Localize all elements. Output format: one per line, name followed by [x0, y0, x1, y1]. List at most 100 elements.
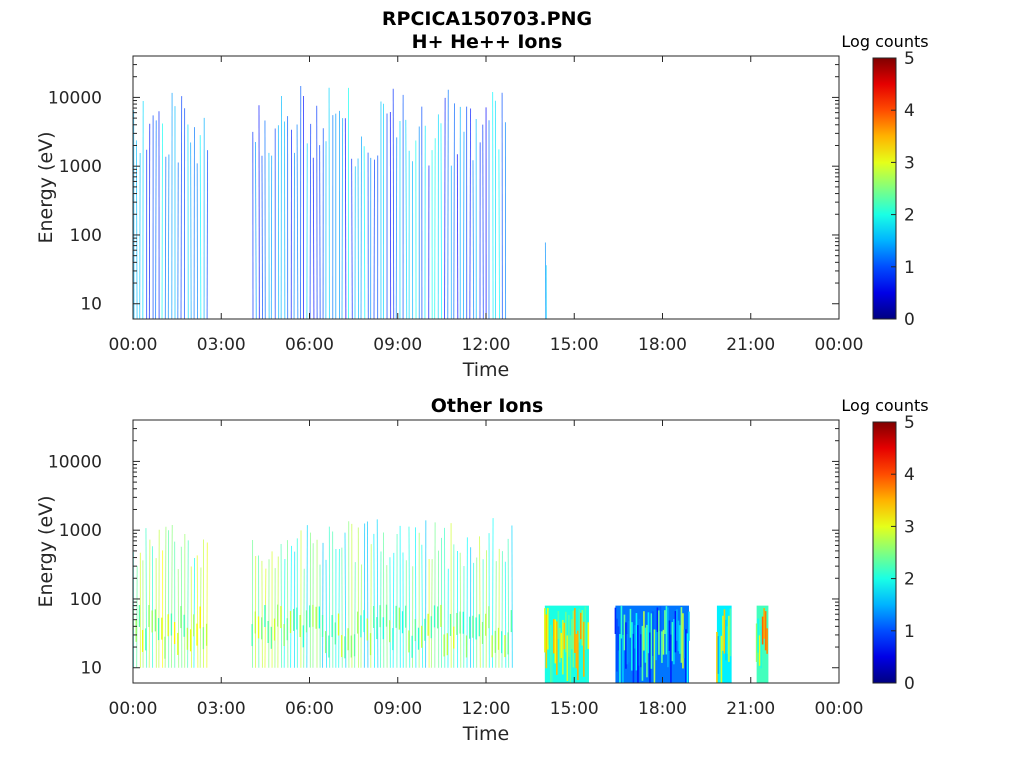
count-stroke: [479, 536, 481, 668]
colorbar-tick-label: 4: [904, 101, 915, 121]
x-tick-label: 12:00: [462, 699, 511, 719]
spectrogram: [133, 85, 547, 319]
count-stroke: [164, 156, 167, 319]
colorbar-scale: [872, 57, 897, 320]
colorbar-tick-label: 5: [904, 413, 915, 433]
count-stroke: [309, 123, 312, 319]
count-stroke: [196, 555, 199, 668]
y-tick-label: 10: [80, 659, 102, 679]
colorbar-tick-label: 1: [904, 258, 915, 278]
count-stroke: [167, 154, 170, 319]
colorbar-label: Log counts: [841, 32, 928, 51]
colorbar: Log counts 0 1 2 3 4 5: [841, 396, 928, 694]
x-tick-label: 09:00: [373, 699, 422, 719]
count-stroke: [254, 141, 257, 319]
count-stroke: [421, 544, 424, 668]
x-axis-label: Time: [462, 723, 510, 745]
x-tick-label: 21:00: [726, 335, 775, 355]
colorbar-label: Log counts: [841, 396, 928, 415]
colorbar-tick-label: 2: [904, 570, 915, 590]
count-stroke: [199, 135, 202, 319]
x-tick-label: 15:00: [550, 335, 599, 355]
x-tick-label: 03:00: [197, 335, 246, 355]
y-tick-label: 10: [80, 295, 102, 315]
x-tick-label: 00:00: [815, 335, 864, 355]
x-axis-label: Time: [462, 359, 510, 381]
colorbar-tick-label: 2: [904, 206, 915, 226]
count-stroke: [430, 559, 433, 668]
x-tick-label: 18:00: [638, 699, 687, 719]
x-tick-label: 18:00: [638, 335, 687, 355]
panel-2: 00:00 03:00 06:00 09:00 12:00 15:00 18:00 21:00…: [35, 395, 929, 745]
segment-2: [252, 85, 507, 319]
count-stroke: [338, 549, 340, 668]
x-tick-label: 00:00: [109, 335, 158, 355]
count-stroke: [180, 96, 183, 319]
count-stroke: [498, 149, 500, 319]
count-stroke: [363, 146, 366, 319]
x-tick-label: 12:00: [462, 335, 511, 355]
count-stroke: [325, 559, 328, 668]
segment-2: [251, 518, 513, 668]
count-stroke: [261, 155, 263, 319]
count-stroke: [459, 552, 462, 668]
count-stroke: [303, 568, 305, 668]
count-stroke: [440, 123, 443, 319]
count-stroke: [206, 150, 209, 319]
colorbar-tick-label: 0: [904, 674, 915, 694]
segment-1: [133, 92, 209, 319]
count-stroke: [373, 533, 375, 668]
count-stroke: [145, 528, 148, 668]
colorbar-tick-label: 4: [904, 465, 915, 485]
count-stroke: [155, 120, 157, 319]
y-tick-label: 1000: [59, 157, 102, 177]
count-stroke: [312, 157, 315, 319]
x-tick-label: 06:00: [285, 699, 334, 719]
count-stroke: [453, 103, 455, 319]
segment-4: [614, 605, 690, 683]
colorbar-tick-label: 3: [904, 153, 915, 173]
count-stroke: [376, 519, 379, 668]
count-stroke: [344, 532, 347, 668]
count-stroke: [408, 526, 411, 668]
segment-3: [544, 605, 590, 683]
count-stroke: [392, 88, 395, 319]
panel-1: 00:00 03:00 06:00 09:00 12:00 15:00 18:00 21:00…: [35, 31, 929, 381]
count-stroke: [341, 118, 344, 319]
colorbar-tick-label: 0: [904, 310, 915, 330]
count-stroke: [405, 119, 408, 319]
count-stroke: [344, 118, 347, 319]
count-stroke: [296, 124, 299, 319]
y-tick-label: 1000: [59, 521, 102, 541]
count-stroke: [135, 140, 138, 319]
panel-title: H+ He++ Ions: [412, 31, 563, 53]
x-tick-label: 00:00: [109, 699, 158, 719]
segment-3: [544, 242, 547, 319]
segment-6: [755, 605, 769, 683]
count-stroke: [283, 558, 286, 668]
spectrogram: [133, 518, 769, 683]
count-stroke: [319, 145, 321, 319]
x-tick-label: 06:00: [285, 335, 334, 355]
x-tick-label: 21:00: [726, 699, 775, 719]
y-tick-label: 10000: [48, 88, 102, 108]
count-stroke: [472, 160, 475, 319]
count-stroke: [351, 158, 353, 319]
y-axis-label: Energy (eV): [35, 131, 57, 243]
count-stroke: [280, 544, 283, 668]
x-tick-label: 00:00: [815, 699, 864, 719]
x-tick-label: 15:00: [550, 699, 599, 719]
panel-title: Other Ions: [431, 395, 544, 417]
segment-5: [716, 605, 732, 683]
count-stroke: [190, 142, 192, 319]
y-tick-label: 100: [70, 226, 102, 246]
y-tick-label: 10000: [48, 452, 102, 472]
count-stroke: [148, 539, 151, 668]
colorbar-scale: [872, 421, 897, 684]
count-stroke: [462, 131, 465, 319]
colorbar-tick-label: 3: [904, 517, 915, 537]
count-stroke: [373, 159, 375, 319]
segment-1: [133, 525, 208, 668]
colorbar: Log counts 0 1 2 3 4 5: [841, 32, 928, 330]
